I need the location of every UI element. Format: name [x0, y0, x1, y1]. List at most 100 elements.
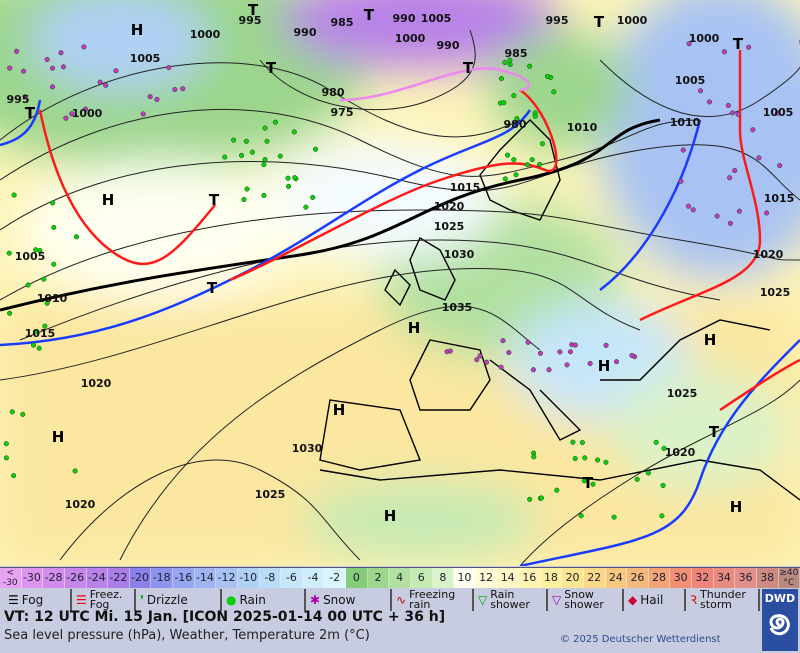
weather-symbol — [506, 349, 512, 356]
dwd-spiral-icon — [769, 614, 790, 636]
weather-symbol — [634, 476, 640, 482]
weather-symbol — [732, 168, 738, 174]
legend-label: Drizzle — [146, 593, 188, 607]
weather-symbol — [544, 73, 550, 79]
colorbar-cell: 12 — [475, 568, 498, 588]
legend-item-rain: ▽ Rain shower — [474, 589, 548, 611]
weather-symbol — [81, 44, 87, 50]
pressure-label: 1015 — [764, 192, 795, 205]
pressure-label: 1015 — [450, 181, 481, 194]
pressure-labels: 995 985 990 1005 995 1000 1000 990 1000 990 985 100… — [7, 1, 795, 525]
low-pressure-marker: T — [709, 423, 720, 441]
weather-symbol — [474, 357, 480, 363]
colorbar-cell: -20 — [129, 568, 152, 588]
weather-symbol — [557, 349, 563, 355]
colorbar-cell: 34 — [713, 568, 736, 588]
weather-symbol — [49, 65, 56, 71]
weather-symbol — [484, 359, 490, 365]
low-pressure-marker: T — [248, 1, 259, 19]
pressure-label: 1000 — [190, 28, 221, 41]
pressure-label: 985 — [505, 47, 528, 60]
weather-symbol — [504, 152, 511, 158]
colorbar-cell: 24 — [605, 568, 628, 588]
colorbar-cell: 6 — [410, 568, 433, 588]
weather-symbol — [82, 106, 89, 112]
colorbar-cell: -10 — [237, 568, 260, 588]
colorbar-cell: -28 — [43, 568, 65, 588]
weather-symbol — [249, 149, 255, 155]
weather-symbol — [551, 89, 557, 95]
weather-symbol — [147, 94, 153, 100]
pressure-label: 975 — [331, 106, 354, 119]
legend-label: Thunder storm — [700, 588, 746, 611]
weather-symbol — [653, 439, 659, 445]
weather-symbol — [154, 96, 160, 103]
weather-symbol — [49, 84, 56, 90]
colorbar-cell: < -30 — [0, 568, 22, 588]
legend-item-rain: ● Rain — [222, 589, 306, 611]
cold-front-west — [0, 99, 42, 147]
fronts — [0, 50, 800, 566]
weather-symbol — [103, 82, 109, 88]
weather-symbol — [567, 349, 574, 355]
weather-symbol — [572, 342, 578, 348]
pressure-label: 1005 — [675, 74, 706, 87]
weather-symbol — [42, 323, 48, 329]
weather-symbol — [262, 156, 268, 163]
colorbar-cell: ≥40 °C — [778, 568, 800, 588]
high-pressure-marker: H — [384, 507, 397, 525]
pressure-label: 990 — [393, 12, 416, 25]
pressure-label: 985 — [331, 16, 354, 29]
weather-symbol — [661, 445, 667, 451]
weather-symbol — [51, 261, 57, 267]
pressure-label: 1010 — [567, 121, 598, 134]
weather-symbol — [50, 200, 56, 206]
weather-symbol — [756, 155, 762, 161]
snow-icon: ✱ — [310, 593, 321, 607]
weather-legend: ☰ Fog ☰ Freez. Fog ❜ Drizzle ● Rain ✱ Snow ∿ Freezi… — [4, 589, 760, 611]
weather-symbol — [11, 473, 17, 479]
weather-symbol — [261, 162, 267, 168]
pressure-label: 1005 — [130, 52, 161, 65]
legend-item-snow: ✱ Snow — [306, 589, 392, 611]
high-pressure-marker: H — [333, 401, 346, 419]
high-pressure-marker: H — [131, 21, 144, 39]
weather-symbol — [30, 342, 37, 348]
weather-symbol — [303, 204, 309, 210]
pressure-label: 1000 — [689, 32, 720, 45]
pressure-label: 1030 — [292, 442, 323, 455]
weather-symbol — [262, 125, 268, 131]
weather-symbol — [532, 113, 538, 119]
weather-symbol — [564, 362, 570, 368]
pressure-label: 995 — [239, 14, 262, 27]
weather-symbol — [44, 56, 50, 63]
weather-symbol — [579, 440, 585, 446]
weather-symbol — [546, 367, 552, 373]
weather-symbol — [603, 459, 609, 465]
weather-symbol — [603, 342, 609, 348]
weather-symbol — [172, 86, 178, 93]
high-pressure-marker: H — [704, 331, 717, 349]
legend-item-snow: ▽ Snow shower — [548, 589, 624, 611]
colorbar-cell: -4 — [302, 568, 325, 588]
weather-symbol — [750, 127, 756, 133]
pressure-label: 1025 — [760, 286, 791, 299]
weather-symbol — [261, 192, 267, 199]
weather-symbol — [764, 210, 770, 216]
weather-symbol — [527, 496, 533, 502]
weather-symbol — [7, 65, 13, 71]
cold-front-south — [519, 339, 800, 566]
weather-map: 995 985 990 1005 995 1000 1000 990 1000 990 985 100… — [0, 0, 800, 566]
pressure-label: 1000 — [395, 32, 426, 45]
weather-symbol — [69, 111, 75, 117]
weather-symbol — [73, 234, 80, 240]
weather-symbol — [582, 455, 588, 461]
weather-symbol — [444, 349, 450, 355]
weather-symbol — [525, 339, 531, 345]
pressure-label: 1025 — [667, 387, 698, 400]
copyright: © 2025 Deutscher Wetterdienst — [560, 634, 721, 645]
colorbar-cell: -16 — [173, 568, 195, 588]
weather-symbol — [570, 439, 576, 445]
low-pressure-marker: T — [266, 59, 277, 77]
pressure-label: 1020 — [65, 498, 96, 511]
